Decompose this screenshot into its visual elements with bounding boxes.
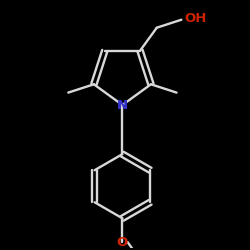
Text: OH: OH — [184, 12, 206, 25]
Text: N: N — [117, 98, 128, 112]
Text: N: N — [117, 98, 128, 112]
Text: O: O — [117, 236, 128, 248]
